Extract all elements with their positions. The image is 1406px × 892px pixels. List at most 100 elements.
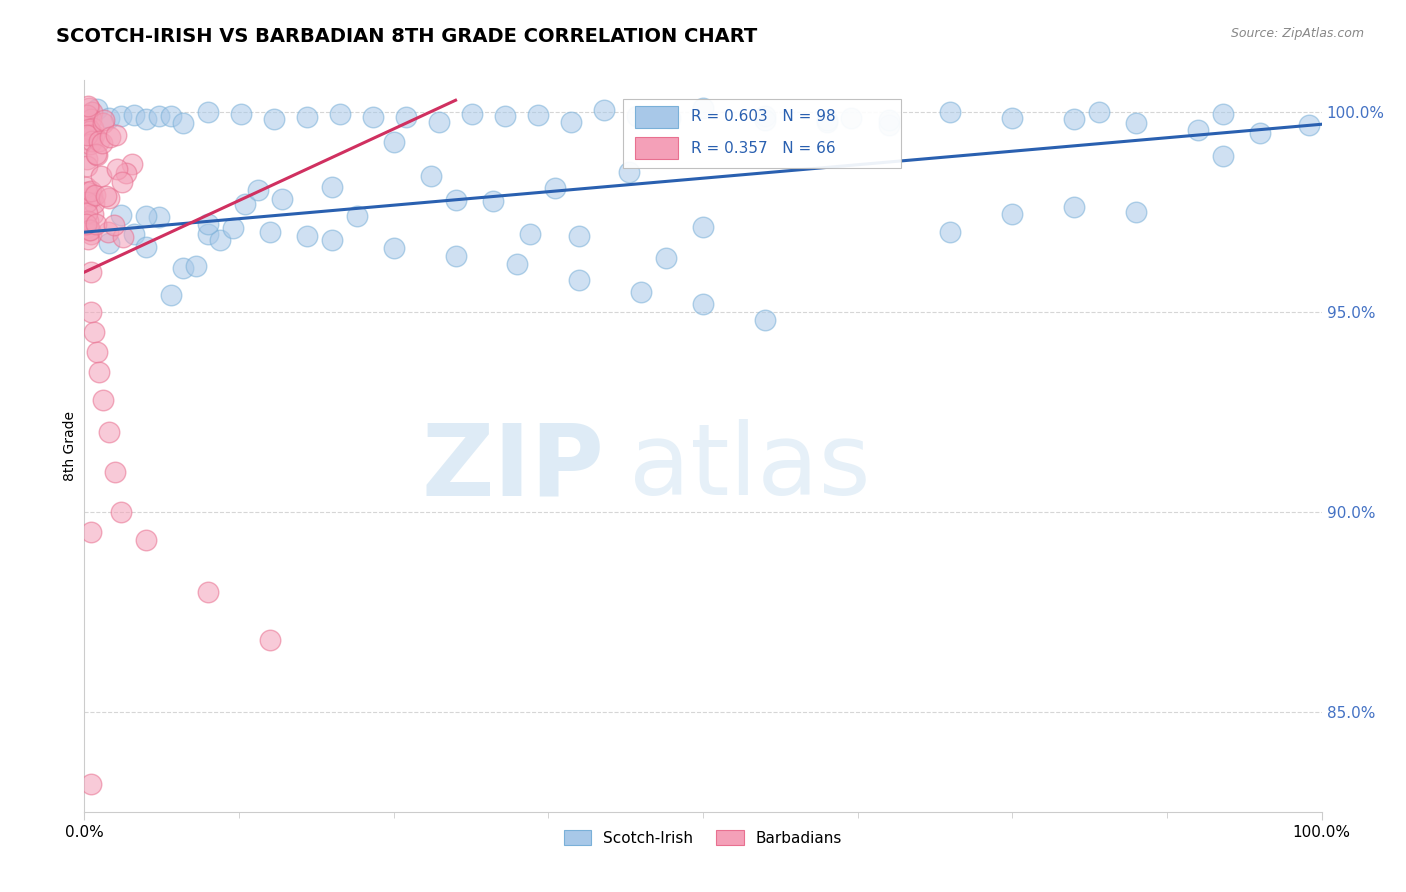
- Point: [77, 232, 100, 246]
- Point: [114, 166, 136, 180]
- Point: [97, 191, 120, 205]
- Point: [97, 225, 120, 239]
- Point: [135, 112, 157, 127]
- Point: [79, 524, 101, 539]
- Y-axis label: 8th Grade: 8th Grade: [63, 411, 77, 481]
- Point: [382, 135, 405, 149]
- Point: [626, 109, 648, 123]
- Point: [939, 225, 962, 239]
- Point: [82, 206, 104, 220]
- Point: [246, 183, 269, 197]
- Point: [494, 109, 516, 123]
- Point: [1212, 107, 1234, 121]
- Point: [1187, 122, 1209, 136]
- Point: [506, 257, 529, 271]
- Point: [80, 227, 103, 241]
- Point: [593, 103, 616, 117]
- Bar: [636, 106, 678, 128]
- Point: [321, 233, 343, 247]
- Point: [98, 235, 121, 250]
- Point: [79, 137, 101, 152]
- Point: [815, 115, 838, 129]
- Point: [1063, 112, 1085, 127]
- Point: [160, 109, 183, 123]
- Point: [346, 209, 368, 223]
- Point: [655, 251, 678, 265]
- Point: [98, 111, 121, 125]
- Point: [82, 134, 104, 148]
- Point: [77, 99, 100, 113]
- Legend: Scotch-Irish, Barbadians: Scotch-Irish, Barbadians: [558, 823, 848, 852]
- Point: [543, 181, 565, 195]
- Point: [197, 217, 219, 231]
- Point: [111, 229, 134, 244]
- Point: [444, 249, 467, 263]
- Point: [271, 192, 294, 206]
- Point: [89, 365, 111, 379]
- Point: [692, 219, 714, 234]
- Point: [84, 146, 107, 161]
- Point: [444, 194, 467, 208]
- Point: [160, 288, 183, 302]
- Point: [76, 185, 98, 199]
- Point: [321, 180, 343, 194]
- Point: [79, 124, 101, 138]
- Point: [83, 128, 105, 142]
- Point: [135, 533, 157, 547]
- Point: [83, 325, 105, 339]
- Point: [121, 157, 143, 171]
- Point: [197, 585, 219, 599]
- Point: [659, 111, 682, 125]
- Point: [98, 129, 121, 144]
- Point: [1249, 127, 1271, 141]
- Point: [1298, 118, 1320, 132]
- Point: [91, 392, 114, 407]
- Point: [630, 285, 652, 299]
- Point: [77, 102, 100, 116]
- Point: [461, 107, 484, 121]
- Point: [1063, 200, 1085, 214]
- Point: [76, 194, 98, 209]
- Point: [91, 116, 114, 130]
- Point: [80, 185, 103, 199]
- Point: [361, 110, 384, 124]
- Point: [90, 169, 112, 183]
- Point: [76, 108, 98, 122]
- Point: [259, 225, 281, 239]
- Point: [80, 128, 103, 143]
- Point: [259, 632, 281, 647]
- Text: R = 0.603   N = 98: R = 0.603 N = 98: [690, 110, 835, 124]
- Point: [104, 128, 127, 143]
- Point: [148, 109, 170, 123]
- Point: [76, 160, 98, 174]
- Text: SCOTCH-IRISH VS BARBADIAN 8TH GRADE CORRELATION CHART: SCOTCH-IRISH VS BARBADIAN 8TH GRADE CORR…: [56, 27, 758, 45]
- Point: [815, 113, 838, 128]
- Point: [79, 777, 101, 791]
- Point: [519, 227, 541, 241]
- Point: [754, 313, 776, 327]
- Point: [229, 107, 252, 121]
- Point: [395, 110, 418, 124]
- Point: [75, 218, 97, 232]
- Point: [79, 305, 101, 319]
- Point: [86, 345, 108, 359]
- Point: [1001, 111, 1024, 125]
- Text: R = 0.357   N = 66: R = 0.357 N = 66: [690, 141, 835, 156]
- Point: [382, 241, 405, 255]
- Text: Source: ZipAtlas.com: Source: ZipAtlas.com: [1230, 27, 1364, 40]
- Point: [295, 110, 318, 124]
- Point: [197, 105, 219, 120]
- Point: [427, 115, 450, 129]
- Point: [76, 152, 98, 166]
- Point: [76, 206, 98, 220]
- Point: [568, 229, 591, 244]
- Point: [527, 108, 550, 122]
- Point: [87, 134, 110, 148]
- Text: ZIP: ZIP: [422, 419, 605, 516]
- Point: [692, 297, 714, 311]
- Point: [233, 197, 256, 211]
- Point: [172, 116, 194, 130]
- Point: [83, 196, 105, 211]
- Point: [84, 217, 107, 231]
- Point: [90, 136, 112, 151]
